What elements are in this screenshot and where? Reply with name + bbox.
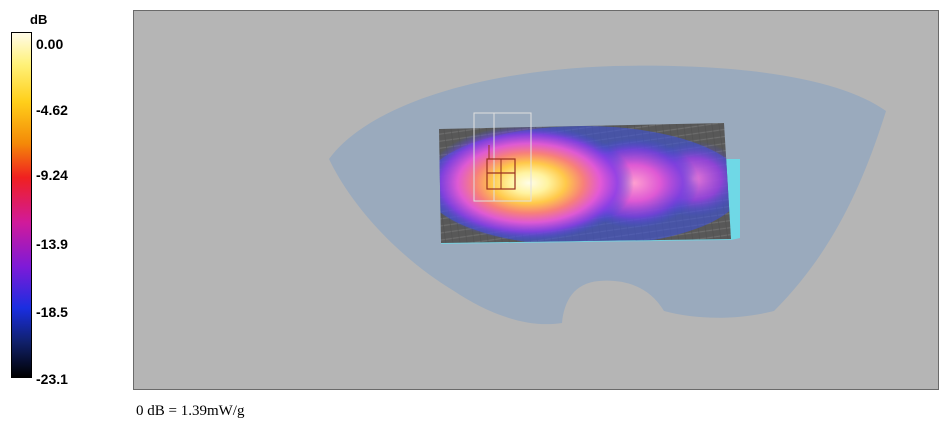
legend-tick-label: 0.00 <box>36 36 64 52</box>
color-scale-bar <box>11 32 32 378</box>
field-distribution <box>439 125 731 243</box>
legend-tick-label: -23.1 <box>36 371 68 387</box>
legend-unit-label: dB <box>30 12 48 27</box>
antenna-wireframe <box>473 112 532 202</box>
device-side-edge <box>724 159 740 240</box>
sar-plot-canvas <box>329 65 886 325</box>
legend-tick-label: -13.9 <box>36 236 68 252</box>
legend-tick-label: -9.24 <box>36 167 68 183</box>
reference-value-note: 0 dB = 1.39mW/g <box>136 403 245 419</box>
legend-tick-label: -18.5 <box>36 304 68 320</box>
sar-distribution-plot <box>133 10 939 390</box>
legend-tick-label: -4.62 <box>36 102 68 118</box>
